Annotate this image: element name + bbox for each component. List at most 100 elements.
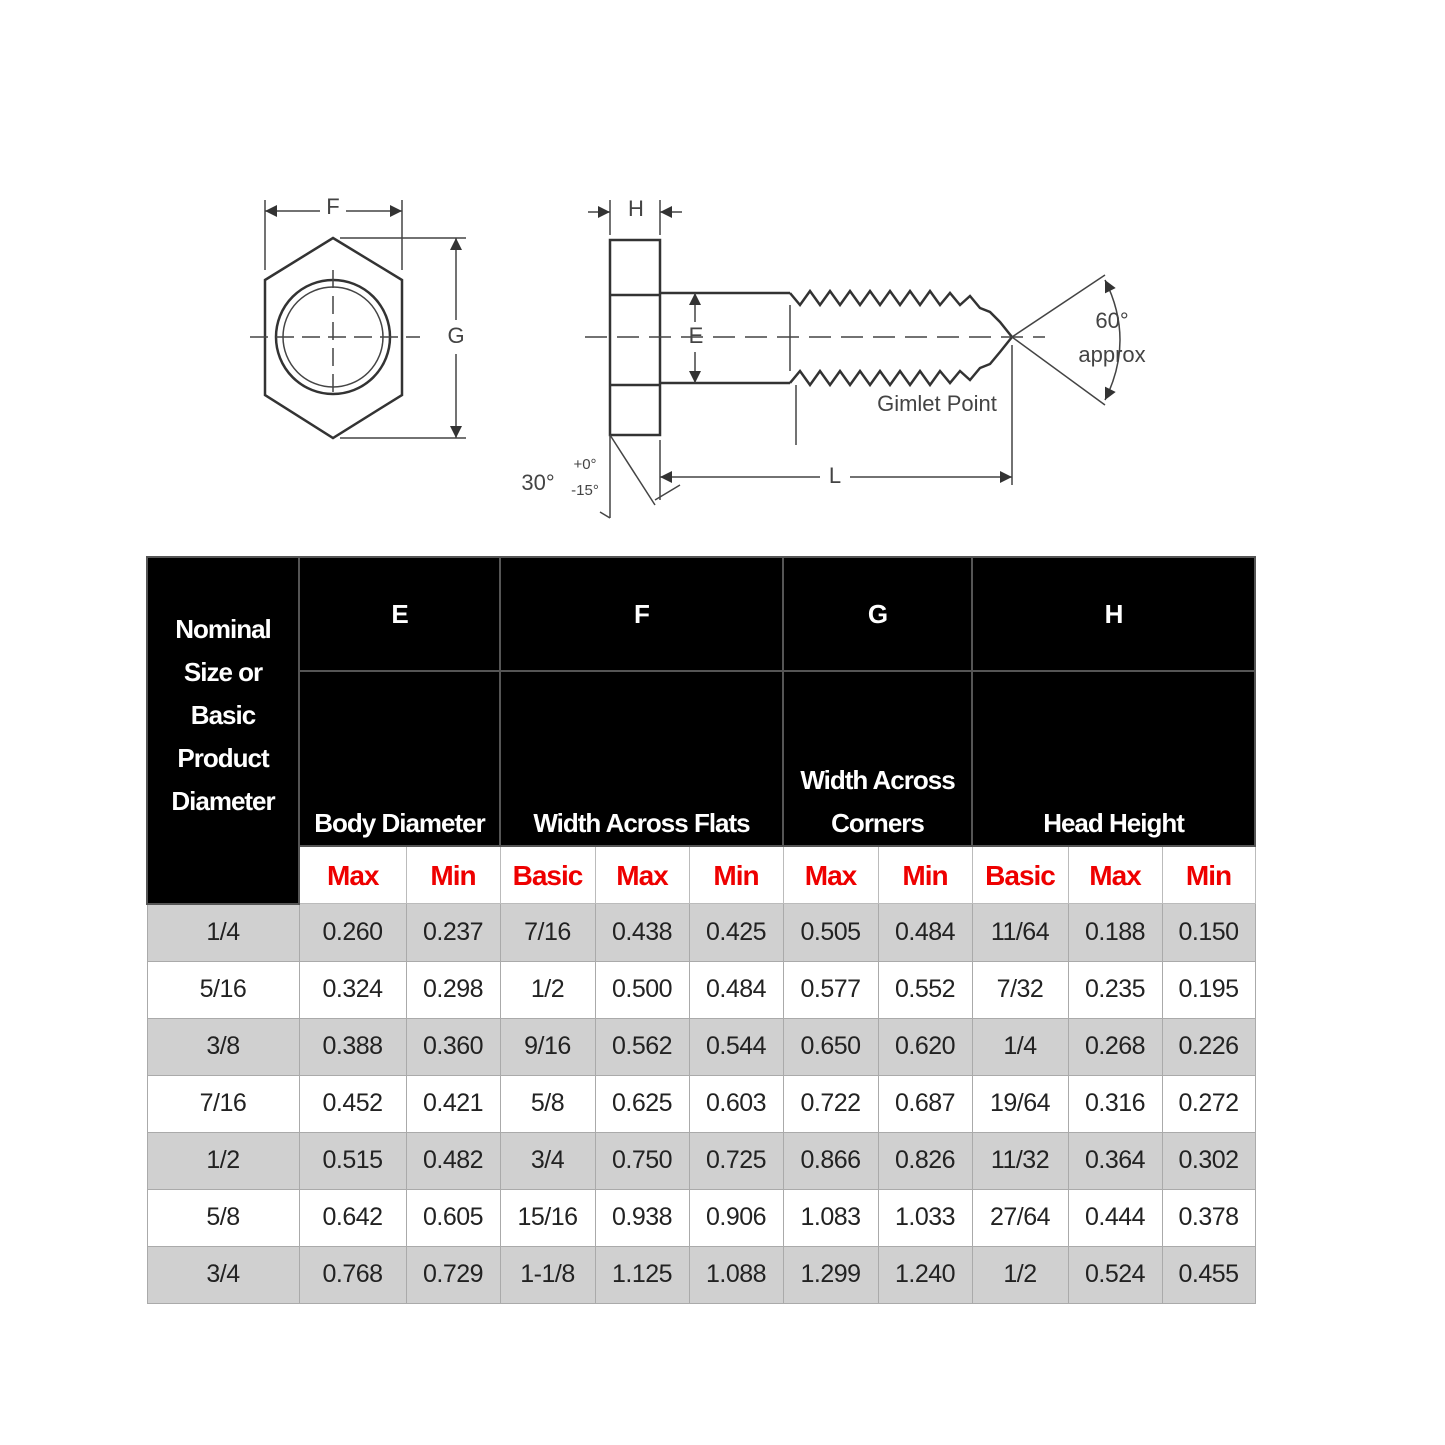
value-cell: 0.605 [405, 1188, 501, 1247]
label-head-angle: 30° [521, 470, 554, 495]
label-g: G [447, 323, 464, 348]
group-name: Head Height [971, 670, 1257, 847]
data-row: 3/8 0.388 0.360 9/16 0.562 0.544 0.650 0.620 1/4… [146, 1017, 1256, 1076]
column-header: Max [1067, 845, 1163, 904]
value-cell: 0.866 [782, 1131, 879, 1190]
value-cell: 7/16 [499, 903, 596, 962]
data-row: 5/16 0.324 0.298 1/2 0.500 0.484 0.577 0.552 7/3… [146, 960, 1256, 1019]
value-cell: 0.906 [688, 1188, 784, 1247]
value-cell: 0.515 [298, 1131, 407, 1190]
value-cell: 0.603 [688, 1074, 784, 1133]
value-cell: 0.524 [1067, 1245, 1163, 1304]
value-cell: 0.150 [1161, 903, 1256, 962]
label-gimlet-point: Gimlet Point [877, 391, 997, 416]
group-letter: H [971, 556, 1257, 672]
value-cell: 0.324 [298, 960, 407, 1019]
label-tolerance-minus: -15° [571, 482, 599, 499]
value-cell: 1.125 [594, 1245, 690, 1304]
header-row: Body Diameter Width Across Flats Width Acr… [147, 670, 1257, 847]
group-name: Body Diameter [298, 670, 501, 847]
value-cell: 0.388 [298, 1017, 407, 1076]
group-letter: G [781, 556, 974, 672]
value-cell: 15/16 [499, 1188, 596, 1247]
value-cell: 1/2 [971, 1245, 1069, 1304]
value-cell: 0.237 [405, 903, 501, 962]
value-cell: 11/32 [971, 1131, 1069, 1190]
column-header: Min [877, 845, 973, 904]
data-row: 7/16 0.452 0.421 5/8 0.625 0.603 0.722 0.687 19/… [146, 1074, 1256, 1133]
head-end-view [250, 200, 466, 440]
value-cell: 0.360 [405, 1017, 501, 1076]
value-cell: 0.482 [405, 1131, 501, 1190]
value-cell: 0.577 [782, 960, 879, 1019]
column-header: Basic [971, 845, 1069, 904]
label-tolerance-plus: +0° [573, 456, 596, 473]
value-cell: 0.826 [877, 1131, 973, 1190]
value-cell: 0.455 [1161, 1245, 1256, 1304]
column-header: Max [782, 845, 879, 904]
value-cell: 0.725 [688, 1131, 784, 1190]
size-cell: 5/16 [146, 960, 300, 1019]
value-cell: 0.268 [1067, 1017, 1163, 1076]
value-cell: 0.687 [877, 1074, 973, 1133]
value-cell: 1/2 [499, 960, 596, 1019]
side-view [585, 200, 1121, 519]
group-letter: F [499, 556, 784, 672]
size-cell: 5/8 [146, 1188, 300, 1247]
column-header: Min [405, 845, 501, 904]
value-cell: 0.452 [298, 1074, 407, 1133]
value-cell: 0.620 [877, 1017, 973, 1076]
size-header: Nominal Size or Basic Product Diameter [146, 556, 300, 905]
value-cell: 0.364 [1067, 1131, 1163, 1190]
value-cell: 1/4 [971, 1017, 1069, 1076]
value-cell: 0.484 [688, 960, 784, 1019]
data-row: 1/4 0.260 0.237 7/16 0.438 0.425 0.505 0.484 11/… [146, 903, 1256, 962]
value-cell: 0.421 [405, 1074, 501, 1133]
value-cell: 0.505 [782, 903, 879, 962]
size-cell: 7/16 [146, 1074, 300, 1133]
data-row: 3/4 0.768 0.729 1-1/8 1.125 1.088 1.299 1.240 1/… [146, 1245, 1256, 1304]
value-cell: 0.444 [1067, 1188, 1163, 1247]
group-name: Width Across Flats [499, 670, 784, 847]
dimension-table: Nominal Size or Basic Product Diameter E F… [146, 556, 1257, 1304]
value-cell: 27/64 [971, 1188, 1069, 1247]
column-header: Min [1161, 845, 1256, 904]
value-cell: 0.260 [298, 903, 407, 962]
size-cell: 1/4 [146, 903, 300, 962]
label-f: F [326, 194, 339, 219]
value-cell: 0.438 [594, 903, 690, 962]
value-cell: 1.240 [877, 1245, 973, 1304]
value-cell: 19/64 [971, 1074, 1069, 1133]
value-cell: 0.272 [1161, 1074, 1256, 1133]
value-cell: 0.188 [1067, 903, 1163, 962]
size-cell: 1/2 [146, 1131, 300, 1190]
column-header: Max [298, 845, 407, 904]
value-cell: 1.299 [782, 1245, 879, 1304]
value-cell: 5/8 [499, 1074, 596, 1133]
column-header: Max [594, 845, 690, 904]
value-cell: 0.544 [688, 1017, 784, 1076]
group-letter: E [298, 556, 501, 672]
value-cell: 1-1/8 [499, 1245, 596, 1304]
column-header: Min [688, 845, 784, 904]
value-cell: 0.768 [298, 1245, 407, 1304]
value-cell: 0.316 [1067, 1074, 1163, 1133]
value-cell: 0.750 [594, 1131, 690, 1190]
value-cell: 11/64 [971, 903, 1069, 962]
label-l: L [829, 463, 841, 488]
column-header: Basic [499, 845, 596, 904]
value-cell: 7/32 [971, 960, 1069, 1019]
data-row: 5/8 0.642 0.605 15/16 0.938 0.906 1.083 1.033 27… [146, 1188, 1256, 1247]
value-cell: 0.642 [298, 1188, 407, 1247]
value-cell: 0.298 [405, 960, 501, 1019]
value-cell: 0.195 [1161, 960, 1256, 1019]
value-cell: 0.425 [688, 903, 784, 962]
label-approx: approx [1078, 342, 1145, 367]
value-cell: 0.500 [594, 960, 690, 1019]
value-cell: 0.226 [1161, 1017, 1256, 1076]
size-cell: 3/4 [146, 1245, 300, 1304]
header-row: Nominal Size or Basic Product Diameter E F… [146, 556, 1257, 905]
value-cell: 0.552 [877, 960, 973, 1019]
value-cell: 0.484 [877, 903, 973, 962]
